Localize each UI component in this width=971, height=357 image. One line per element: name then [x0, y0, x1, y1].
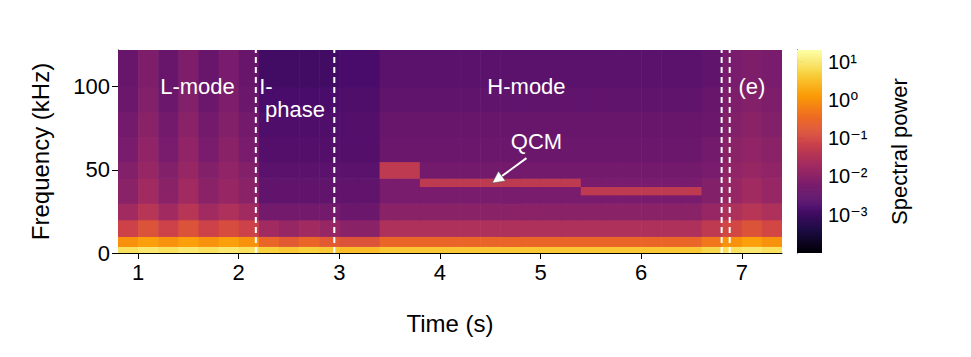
svg-text:4: 4 — [434, 260, 446, 285]
svg-text:QCM: QCM — [511, 129, 562, 154]
svg-text:Spectral power: Spectral power — [887, 78, 912, 225]
svg-text:50: 50 — [86, 157, 110, 182]
svg-text:10⁻³: 10⁻³ — [828, 204, 868, 226]
svg-text:L-mode: L-mode — [160, 74, 235, 99]
svg-text:phase: phase — [265, 97, 325, 122]
svg-text:H-mode: H-mode — [487, 74, 565, 99]
svg-text:10⁰: 10⁰ — [828, 89, 858, 111]
svg-text:10⁻¹: 10⁻¹ — [828, 127, 868, 149]
svg-text:3: 3 — [333, 260, 345, 285]
svg-text:(e): (e) — [738, 74, 765, 99]
svg-text:7: 7 — [736, 260, 748, 285]
svg-text:I-: I- — [259, 74, 272, 99]
svg-text:5: 5 — [534, 260, 546, 285]
svg-text:Time (s): Time (s) — [406, 310, 493, 337]
svg-text:0: 0 — [98, 241, 110, 266]
svg-text:100: 100 — [73, 74, 110, 99]
svg-text:Frequency (kHz): Frequency (kHz) — [27, 63, 54, 240]
svg-text:1: 1 — [132, 260, 144, 285]
svg-text:10¹: 10¹ — [828, 51, 857, 73]
svg-text:2: 2 — [233, 260, 245, 285]
svg-text:6: 6 — [635, 260, 647, 285]
svg-text:10⁻²: 10⁻² — [828, 165, 868, 187]
